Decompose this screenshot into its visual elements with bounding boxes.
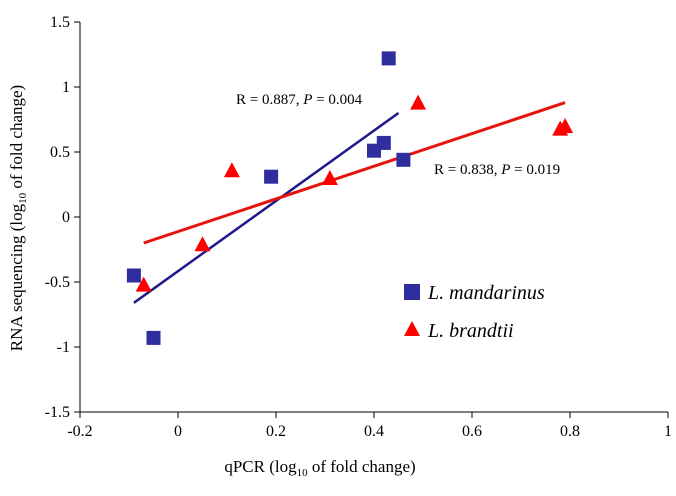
data-point-square <box>396 152 411 167</box>
y-tick-label: -0.5 <box>45 274 70 291</box>
x-axis-title: qPCR (log10 of fold change) <box>224 457 415 479</box>
x-tick-label: 0.2 <box>266 423 286 440</box>
fit-lines <box>133 101 566 304</box>
y-tick-label: -1 <box>57 339 70 356</box>
annotation-p-value: = 0.004 <box>312 92 362 108</box>
legend: L. mandarinus L. brandtii <box>404 282 545 342</box>
x-tick-label: 0.6 <box>462 423 482 440</box>
legend-label-mandarinus: L. mandarinus <box>427 282 545 304</box>
axes <box>79 22 668 413</box>
fit-line-mandarinus <box>133 111 400 304</box>
x-ticks: -0.2 0 0.2 0.4 0.6 0.8 1 <box>67 412 672 440</box>
legend-label-brandtii: L. brandtii <box>427 320 514 342</box>
annotation-r: R = 0.887, <box>236 92 303 108</box>
y-ticks: -1.5 -1 -0.5 0 0.5 1 1.5 <box>45 14 80 421</box>
data-point-square <box>376 135 391 150</box>
data-point-triangle <box>410 94 427 110</box>
y-tick-label: 1.5 <box>50 14 70 31</box>
y-tick-label: -1.5 <box>45 404 70 421</box>
annotation-mandarinus: R = 0.887, P = 0.004 <box>236 92 363 108</box>
x-tick-label: 0 <box>174 423 182 440</box>
annotation-r: R = 0.838, <box>434 162 501 178</box>
data-point-triangle <box>223 162 240 178</box>
annotation-p-value: = 0.019 <box>510 162 560 178</box>
data-point-triangle <box>135 276 152 292</box>
annotation-brandtii: R = 0.838, P = 0.019 <box>434 162 560 178</box>
y-tick-label: 1 <box>62 79 70 96</box>
legend-triangle-marker <box>404 321 420 336</box>
y-tick-label: 0 <box>62 209 70 226</box>
data-point-square <box>264 169 279 184</box>
data-point-square <box>126 268 141 283</box>
y-axis-title: RNA sequencing (log10 of fold change) <box>7 85 29 351</box>
fit-line-brandtii <box>143 101 566 245</box>
data-point-triangle <box>321 170 338 185</box>
data-point-triangle <box>557 118 574 133</box>
y-tick-label: 0.5 <box>50 144 70 161</box>
x-tick-label: 1 <box>664 423 672 440</box>
data-points <box>126 51 574 345</box>
legend-square-marker <box>404 284 420 300</box>
x-tick-label: 0.8 <box>560 423 580 440</box>
x-tick-label: 0.4 <box>364 423 384 440</box>
data-point-square <box>146 330 161 345</box>
annotation-p-label: P <box>500 162 510 178</box>
data-point-triangle <box>194 236 211 252</box>
annotation-p-label: P <box>302 92 312 108</box>
data-point-square <box>381 51 396 66</box>
x-tick-label: -0.2 <box>67 423 92 440</box>
